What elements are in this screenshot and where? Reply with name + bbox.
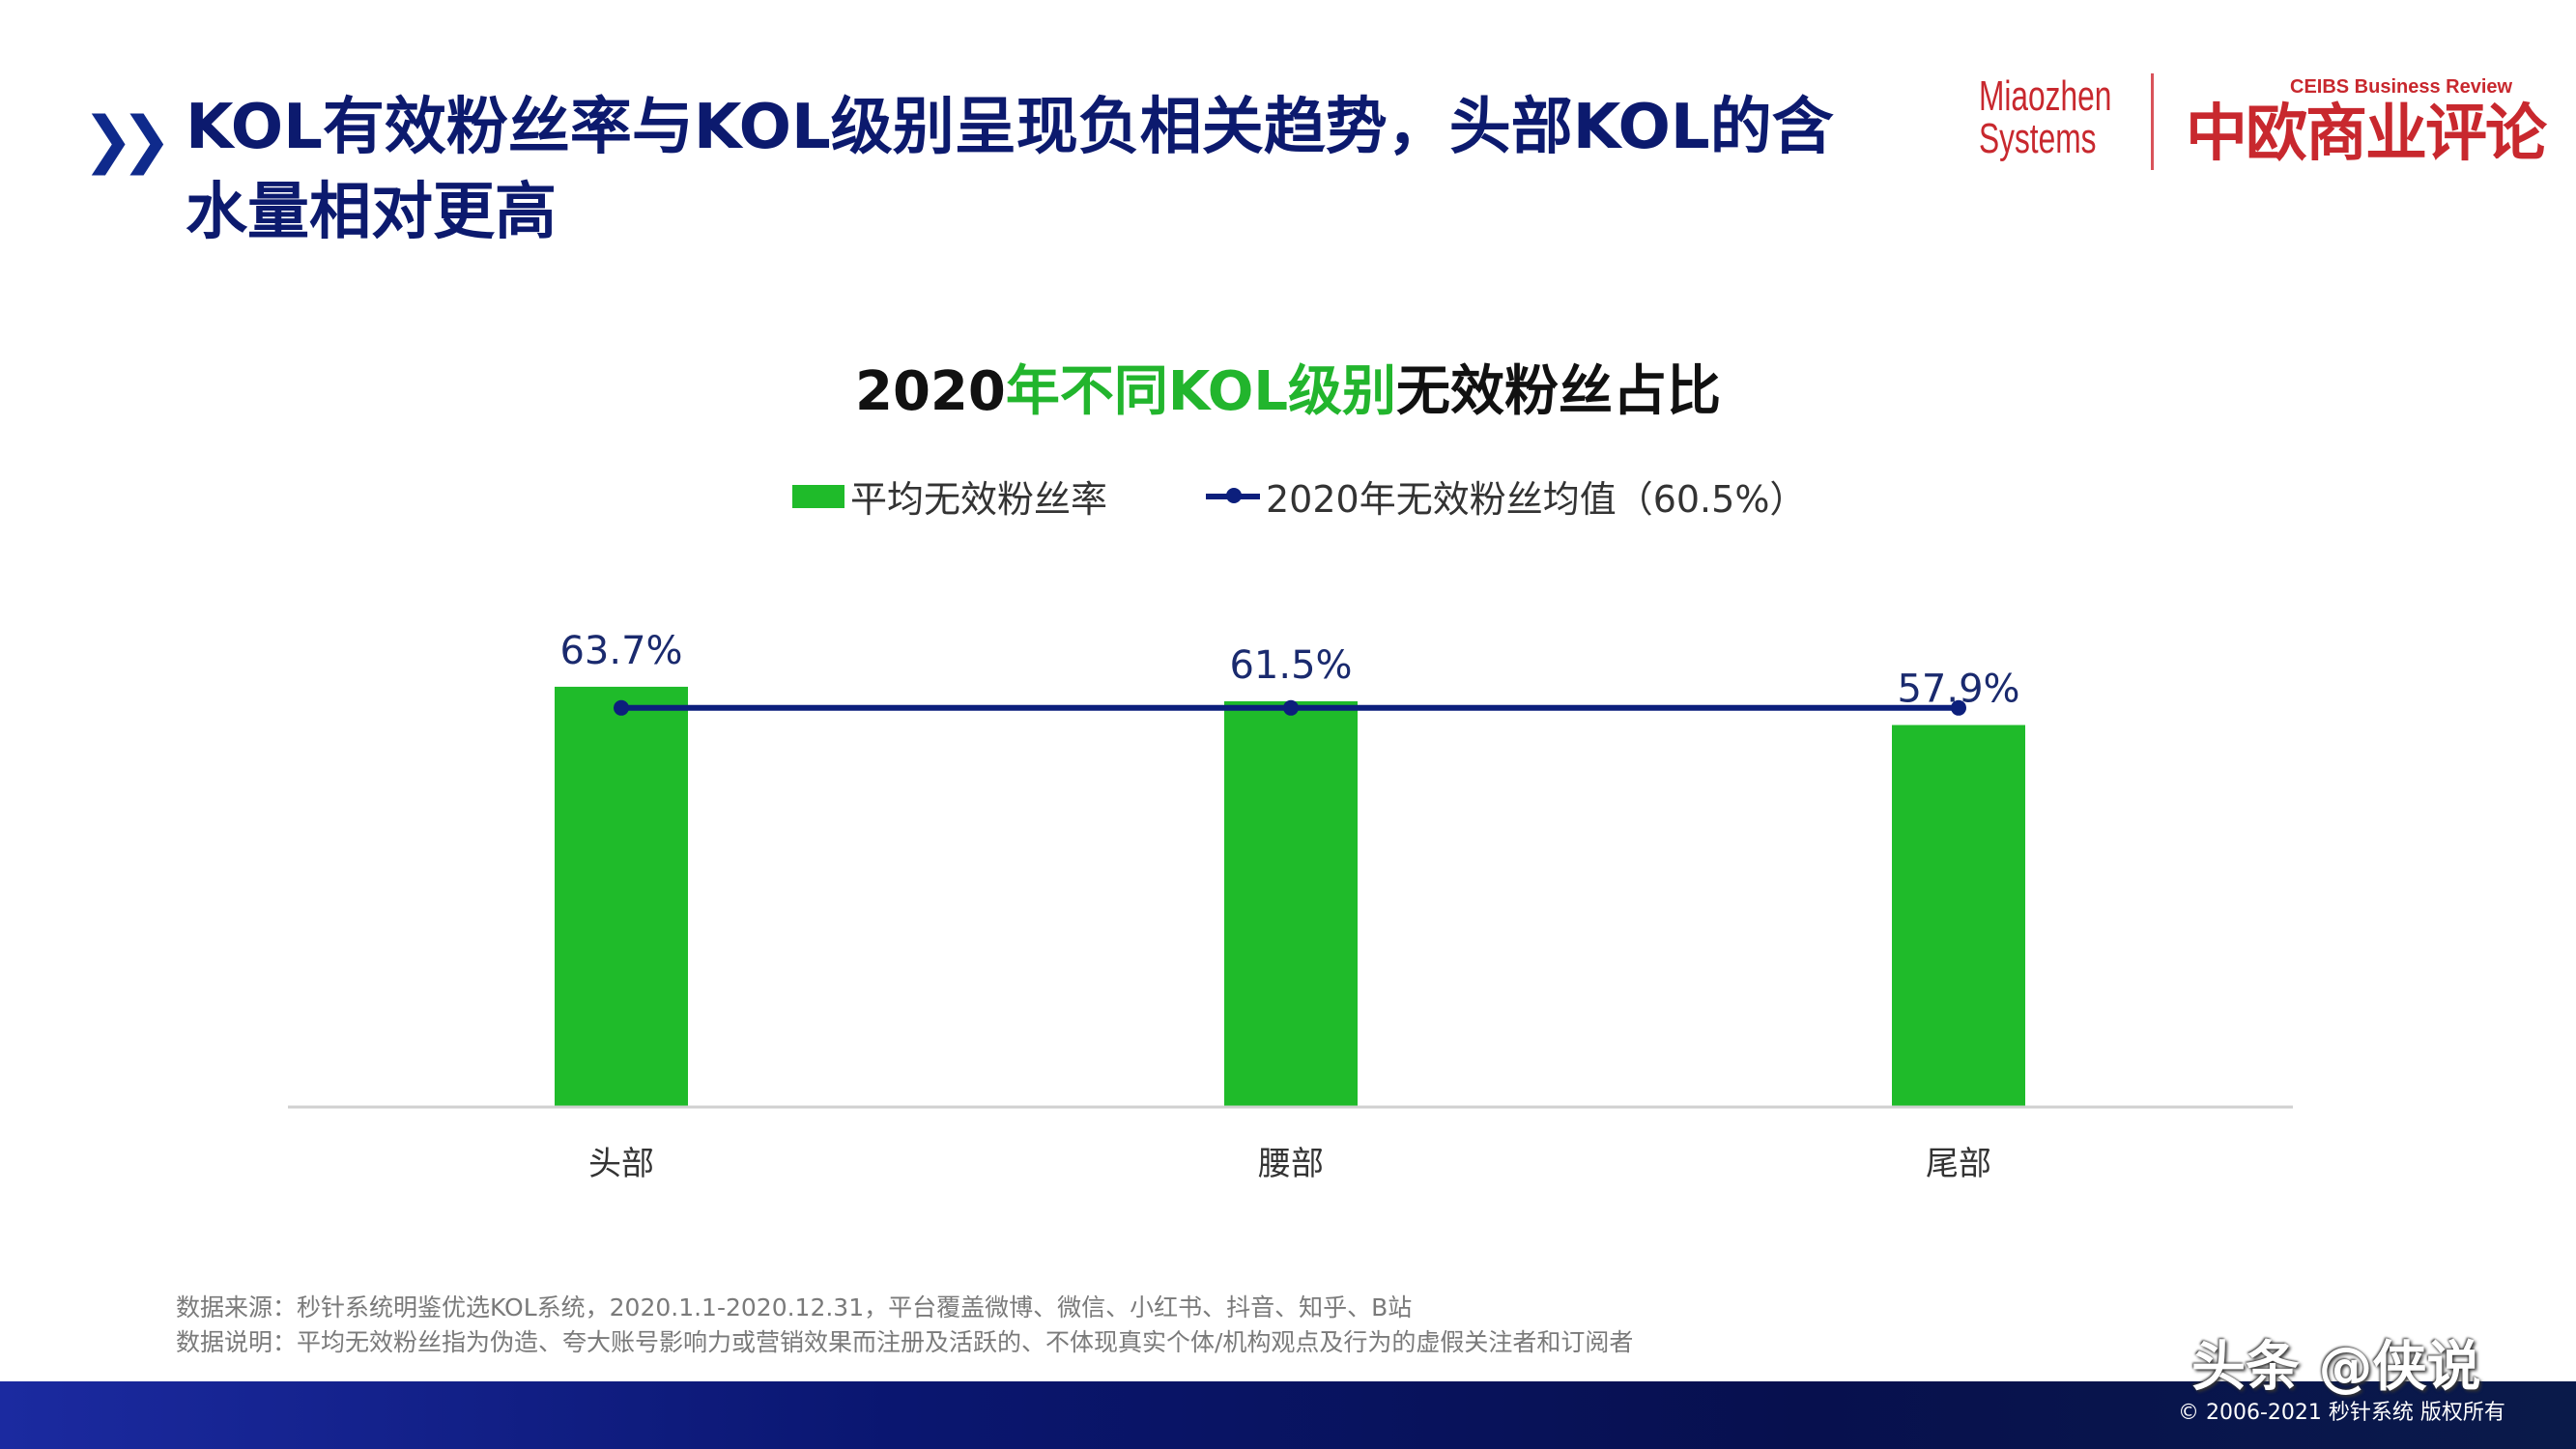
legend-label: 平均无效粉丝率 — [850, 478, 1108, 521]
average-point — [1283, 699, 1299, 716]
bar — [1892, 724, 2025, 1107]
bar — [1224, 700, 1358, 1107]
data-label: 61.5% — [1229, 643, 1352, 688]
bar-chart: 63.7% 61.5%57.9%头部 腰部 尾部 — [288, 629, 2293, 1183]
miaozhen-logo-line1: Miaozhen — [1979, 72, 2112, 120]
legend-item-bar: 平均无效粉丝率 — [792, 469, 1107, 523]
data-label: 63.7% — [559, 629, 682, 673]
legend-label: 2020年无效粉丝均值（60.5%） — [1266, 478, 1807, 521]
chart-title: 2020年不同KOL级别无效粉丝占比 — [0, 348, 2576, 426]
data-definition-note: 数据说明：平均无效粉丝指为伪造、夸大账号影响力或营销效果而注册及活跃的、不体现真… — [176, 1328, 1634, 1356]
legend-item-line: 2020年无效粉丝均值（60.5%） — [1206, 469, 1806, 523]
miaozhen-logo: Miaozhen Systems — [1979, 75, 2111, 160]
footer-bar — [0, 1381, 2576, 1449]
legend-swatch-bar — [792, 484, 844, 508]
x-tick-label: 尾部 — [1926, 1145, 1991, 1183]
double-chevron-right-icon: ❯❯ — [82, 104, 172, 176]
chart-title-highlight: 年不同KOL级别 — [1005, 360, 1397, 423]
footnote: 数据来源：秒针系统明鉴优选KOL系统，2020.1.1-2020.12.31，平… — [176, 1291, 1633, 1360]
ceibs-logo-en: CEIBS Business Review — [2290, 76, 2513, 98]
watermark: 头条 @侠说 — [2191, 1336, 2481, 1399]
legend-swatch-line — [1206, 487, 1260, 503]
page-title: KOL有效粉丝率与KOL级别呈现负相关趋势，头部KOL的含水量相对更高 — [186, 92, 1834, 248]
x-tick-label: 头部 — [588, 1145, 654, 1183]
chart-title-part: 无效粉丝占比 — [1396, 360, 1722, 423]
miaozhen-logo-line2: Systems — [1979, 115, 2097, 162]
bar — [555, 686, 688, 1107]
logo-divider — [2151, 73, 2154, 170]
data-source-note: 数据来源：秒针系统明鉴优选KOL系统，2020.1.1-2020.12.31，平… — [176, 1293, 1413, 1321]
x-tick-label: 腰部 — [1258, 1145, 1324, 1183]
copyright: © 2006-2021 秒针系统 版权所有 — [2178, 1401, 2505, 1425]
average-point — [614, 699, 629, 716]
chart-title-part: 2020 — [854, 360, 1006, 423]
ceibs-logo-cn: 中欧商业评论 — [2186, 98, 2547, 170]
average-point — [1951, 699, 1966, 716]
